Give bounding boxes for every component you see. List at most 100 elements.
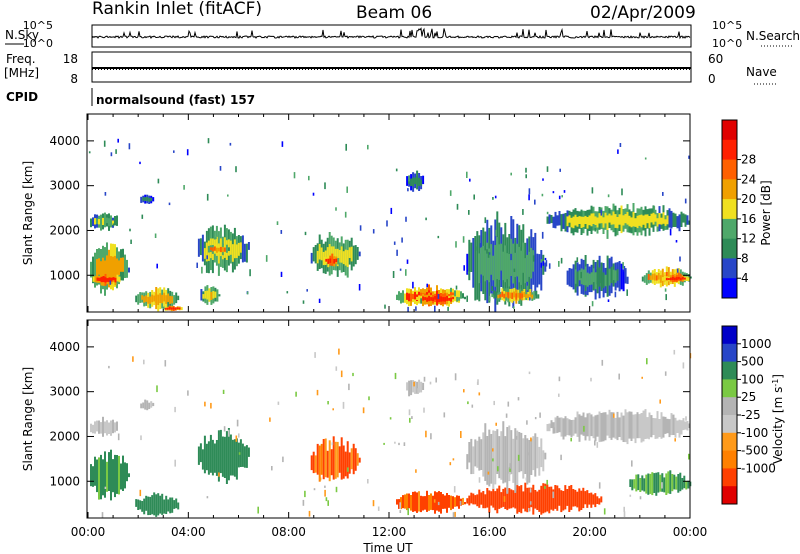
echo-core xyxy=(608,268,611,286)
echo-core xyxy=(346,250,349,268)
echo-core xyxy=(344,249,347,266)
echo-streak xyxy=(199,443,202,463)
echo-streak xyxy=(337,258,340,265)
station-title: Rankin Inlet (fitACF) xyxy=(92,0,262,19)
echo-core xyxy=(614,270,617,283)
speckle-point xyxy=(293,172,296,179)
speckle-point xyxy=(140,435,142,441)
speckle-point xyxy=(492,458,494,462)
echo-streak xyxy=(502,488,505,507)
echo-streak xyxy=(642,410,645,442)
echo-core xyxy=(108,218,110,227)
speckle-point xyxy=(281,141,284,147)
echo-streak xyxy=(340,437,343,480)
speckle-point xyxy=(314,352,316,358)
echo-core xyxy=(584,266,587,286)
echo-streak xyxy=(420,381,423,393)
echo-region xyxy=(661,275,690,282)
echo-core xyxy=(636,215,639,229)
echo-core xyxy=(215,247,218,253)
colorbar-tick-label: 16 xyxy=(741,212,756,226)
echo-streak xyxy=(492,488,495,508)
echo-core xyxy=(172,307,175,310)
echo-streak xyxy=(679,472,682,492)
speckle-point xyxy=(455,285,458,290)
echo-core xyxy=(662,212,665,224)
colorbar-swatch xyxy=(722,199,737,220)
speckle-point xyxy=(622,262,624,269)
speckle-point xyxy=(497,466,499,472)
echo-core xyxy=(586,217,589,229)
speckle-point xyxy=(623,511,626,517)
echo-streak xyxy=(562,418,565,440)
echo-streak xyxy=(584,417,587,441)
echo-streak xyxy=(514,428,517,493)
speckle-point xyxy=(471,404,474,408)
speckle-point xyxy=(544,257,547,261)
nsky-tick-top: 10^5 xyxy=(23,19,53,32)
echo-core xyxy=(100,276,103,283)
speckle-point xyxy=(406,259,409,264)
echo-streak xyxy=(402,495,404,509)
echo-streak xyxy=(118,276,121,283)
echo-streak xyxy=(233,439,236,477)
echo-core xyxy=(106,278,109,282)
echo-streak xyxy=(452,496,454,509)
speckle-point xyxy=(509,472,512,475)
echo-core xyxy=(178,307,181,310)
echo-streak xyxy=(530,487,533,508)
speckle-point xyxy=(412,281,414,289)
echo-streak xyxy=(213,443,216,473)
speckle-point xyxy=(304,231,307,236)
echo-core xyxy=(507,292,510,299)
speckle-point xyxy=(449,462,452,466)
echo-streak xyxy=(678,214,681,232)
echo-streak xyxy=(428,495,430,511)
echo-core xyxy=(118,260,120,276)
speckle-point xyxy=(456,203,459,210)
echo-core xyxy=(428,295,431,302)
speckle-point xyxy=(411,416,413,419)
echo-streak xyxy=(687,480,690,489)
echo-streak xyxy=(610,412,613,440)
speckle-point xyxy=(201,266,203,274)
echo-core xyxy=(335,258,338,262)
colorbar-tick-label: -1000 xyxy=(741,461,776,475)
echo-streak xyxy=(562,491,565,511)
echo-streak xyxy=(227,247,230,251)
echo-core xyxy=(658,213,661,225)
echo-core xyxy=(657,273,660,280)
echo-core xyxy=(96,277,99,281)
echo-core xyxy=(626,211,629,225)
echo-streak xyxy=(488,490,491,513)
speckle-point xyxy=(156,385,158,393)
echo-streak xyxy=(672,212,675,227)
speckle-point xyxy=(367,479,369,484)
echo-streak xyxy=(314,245,317,264)
speckle-point xyxy=(277,401,280,405)
echo-streak xyxy=(314,455,317,473)
speckle-point xyxy=(522,209,524,215)
speckle-point xyxy=(631,460,633,467)
echo-streak xyxy=(488,429,491,487)
echo-streak xyxy=(161,493,164,515)
echo-streak xyxy=(414,381,417,394)
echo-core xyxy=(151,294,154,303)
echo-streak xyxy=(476,440,479,468)
y-tick-label: 3000 xyxy=(49,179,80,193)
speckle-point xyxy=(139,489,142,497)
echo-streak xyxy=(225,244,228,253)
echo-streak xyxy=(354,448,357,471)
echo-core xyxy=(574,269,577,284)
echo-core xyxy=(604,274,607,287)
echo-core xyxy=(480,246,483,275)
speckle-point xyxy=(455,241,457,248)
speckle-point xyxy=(563,190,566,193)
echo-streak xyxy=(628,411,631,439)
speckle-point xyxy=(467,401,469,405)
colorbar-swatch xyxy=(722,278,737,299)
echo-streak xyxy=(110,449,112,501)
colorbar-tick-label: 28 xyxy=(741,153,756,167)
echo-streak xyxy=(144,399,147,410)
echo-streak xyxy=(550,486,553,510)
